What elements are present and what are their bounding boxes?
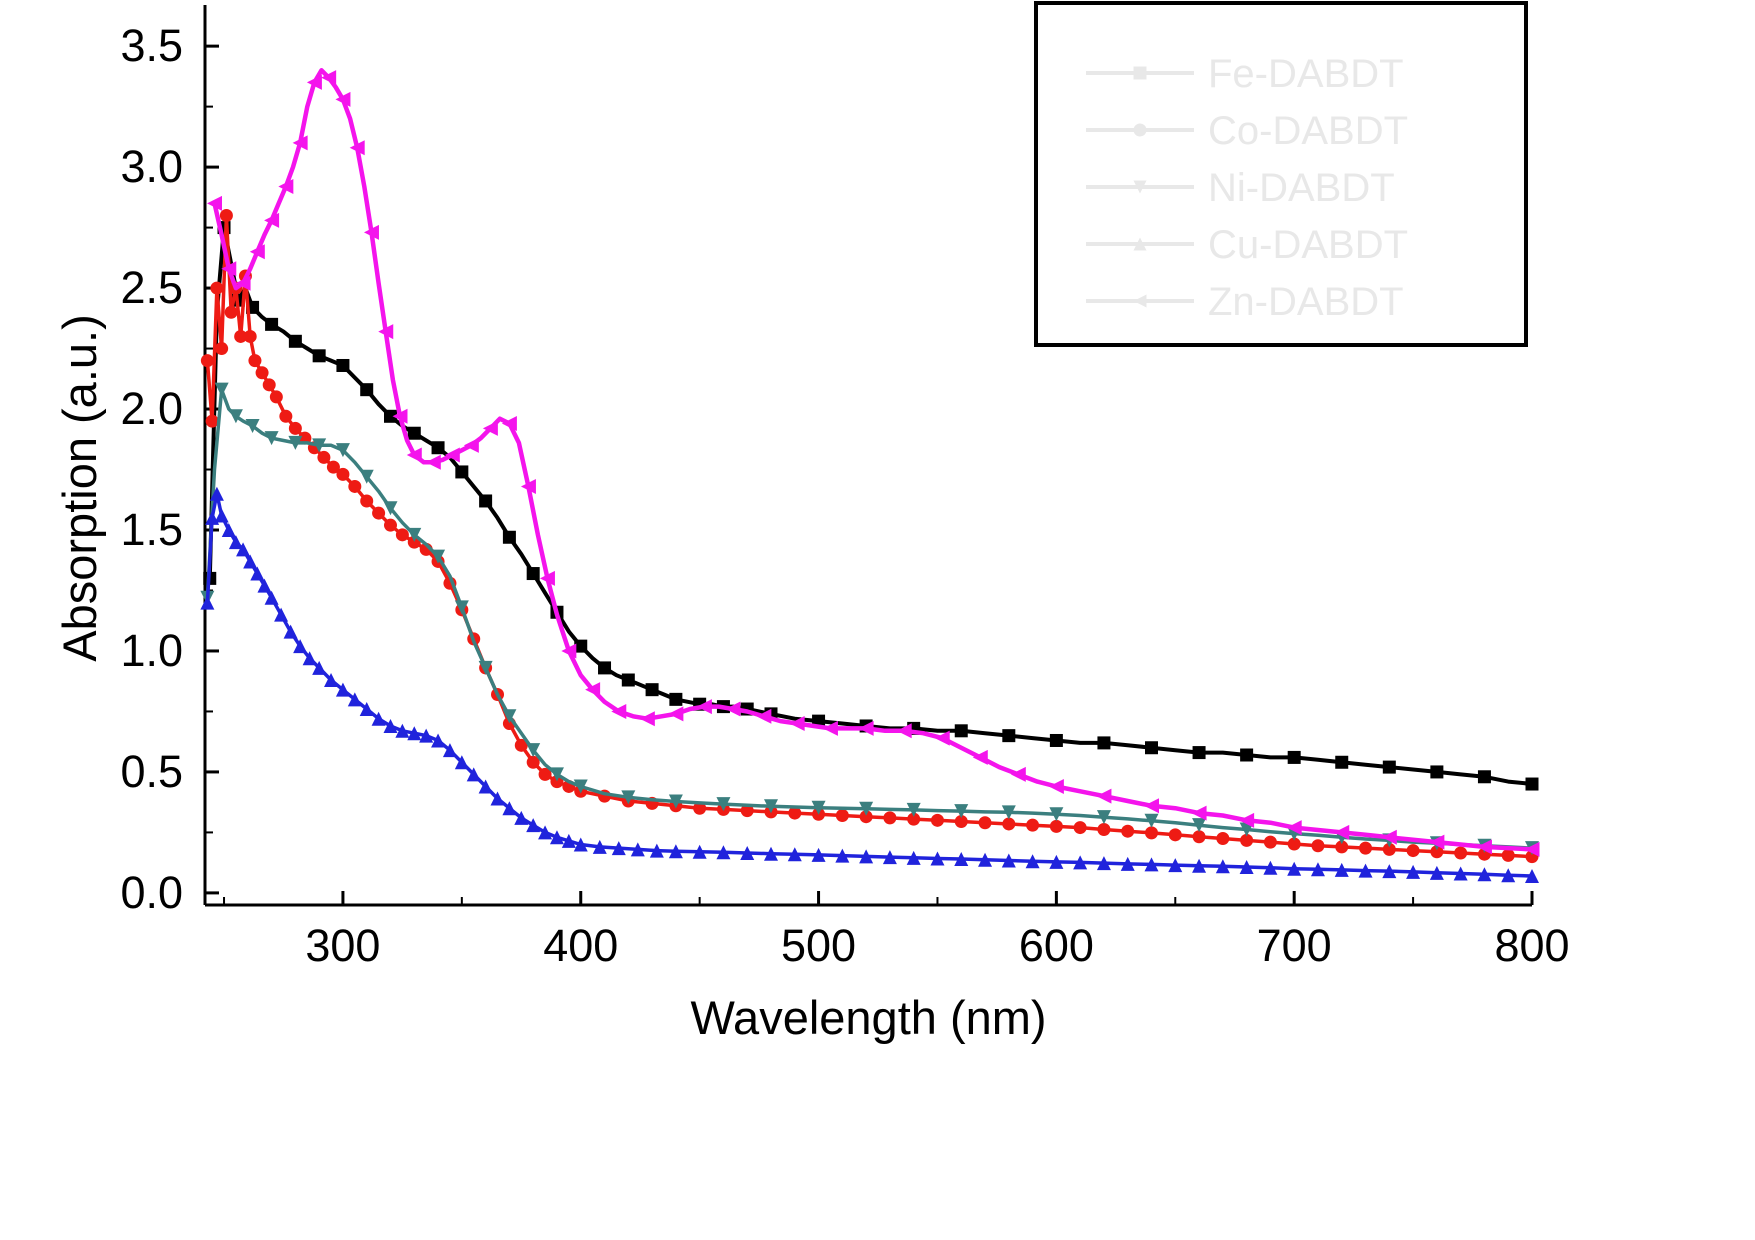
y-tick-label: 3.0 [120,141,183,192]
legend-entry-label: Co-DABDT [1208,109,1408,153]
legend-marker-icon [1133,66,1147,80]
y-tick-label: 1.5 [120,504,183,555]
legend-marker-icon [1133,294,1147,308]
axes [203,5,1532,907]
legend-box [1034,1,1528,347]
legend-marker-icon [1133,237,1147,251]
y-tick-label: 2.5 [120,262,183,313]
y-tick-label: 3.5 [120,20,183,71]
series-markers-Cu-DABDT [200,486,1539,883]
x-axis-title: Wavelength (nm) [690,991,1047,1044]
y-axis-title: Absorption (a.u.) [53,314,106,662]
legend-entry-Ni-DABDT: Ni-DABDT [1086,166,1395,210]
tick-labels: 300 400 500 600 700 800 0.0 0.5 1.0 1.5 2.0 2.5 3.0 3… [120,20,1569,971]
legend: Fe-DABDT Co-DABDT Ni-DABDT Cu-DABDT Zn-DABDT [1034,1,1528,347]
x-tick-label: 300 [305,920,380,971]
legend-entry-label: Zn-DABDT [1208,280,1404,324]
legend-entry-label: Ni-DABDT [1208,166,1395,210]
x-tick-label: 400 [543,920,618,971]
legend-entry-Fe-DABDT: Fe-DABDT [1086,52,1404,96]
legend-marker-icon [1133,180,1147,194]
series-markers-Co-DABDT [200,208,1539,864]
y-tick-label: 0.5 [120,746,183,797]
legend-entry-label: Fe-DABDT [1208,52,1404,96]
series-markers-Ni-DABDT [200,382,1539,856]
x-tick-label: 500 [781,920,856,971]
legend-entry-Co-DABDT: Co-DABDT [1086,109,1408,153]
series-Cu-DABDT [200,486,1539,883]
series-line-Ni-DABDT [205,387,1534,850]
legend-entry-Cu-DABDT: Cu-DABDT [1086,223,1408,267]
x-tick-label: 800 [1494,920,1569,971]
legend-entry-label: Cu-DABDT [1208,223,1408,267]
series-markers-Zn-DABDT [207,70,1540,857]
legend-marker-icon [1133,123,1147,137]
y-tick-label: 1.0 [120,625,183,676]
y-tick-label: 0.0 [120,867,183,918]
x-tick-label: 700 [1257,920,1332,971]
series-Zn-DABDT [207,68,1540,857]
y-tick-label: 2.0 [120,383,183,434]
series-Ni-DABDT [200,382,1539,856]
legend-entry-Zn-DABDT: Zn-DABDT [1086,280,1404,324]
x-tick-label: 600 [1019,920,1094,971]
